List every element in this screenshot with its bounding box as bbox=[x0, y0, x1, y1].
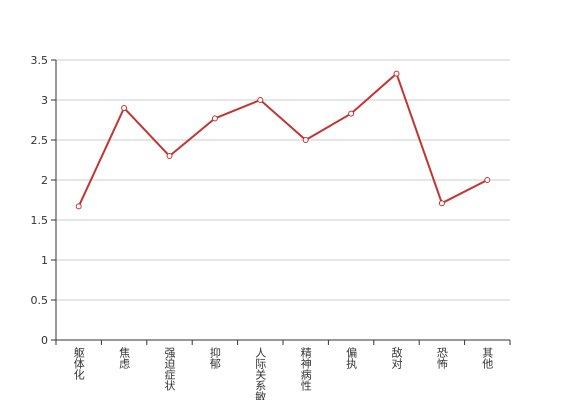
x-tick-label: 其他 bbox=[481, 347, 494, 369]
y-tick-label: 2 bbox=[41, 174, 48, 187]
point bbox=[438, 200, 445, 207]
y-tick-label: 1.5 bbox=[31, 214, 49, 227]
x-tick-label: 偏执 bbox=[345, 346, 358, 370]
point bbox=[257, 97, 264, 103]
point bbox=[348, 110, 355, 117]
x-tick-label: 精神病性 bbox=[299, 347, 312, 392]
point bbox=[302, 137, 309, 143]
y-tick-label: 3.5 bbox=[31, 54, 49, 67]
y-tick-label: 3 bbox=[41, 94, 48, 107]
y-tick-label: 1 bbox=[41, 254, 48, 267]
x-tick-label: 恐怖 bbox=[435, 347, 448, 369]
y-tick-label: 0 bbox=[41, 334, 48, 347]
point bbox=[393, 70, 400, 77]
x-tick-label: 躯体化 bbox=[72, 347, 85, 381]
line bbox=[77, 71, 488, 207]
y-tick-label: 0.5 bbox=[31, 294, 49, 307]
point bbox=[121, 105, 128, 111]
point bbox=[484, 177, 491, 183]
y-tick-label: 2.5 bbox=[31, 134, 49, 147]
point bbox=[75, 203, 82, 210]
point bbox=[211, 115, 218, 122]
x-tick-label: 抑郁 bbox=[208, 346, 221, 369]
x-tick-label: 强迫症状 bbox=[163, 347, 176, 391]
x-tick-label: 焦虑 bbox=[118, 347, 131, 369]
x-tick-label: 人际关系敏感 bbox=[254, 347, 267, 400]
point bbox=[166, 153, 173, 159]
x-tick-label: 敌对 bbox=[390, 346, 403, 369]
